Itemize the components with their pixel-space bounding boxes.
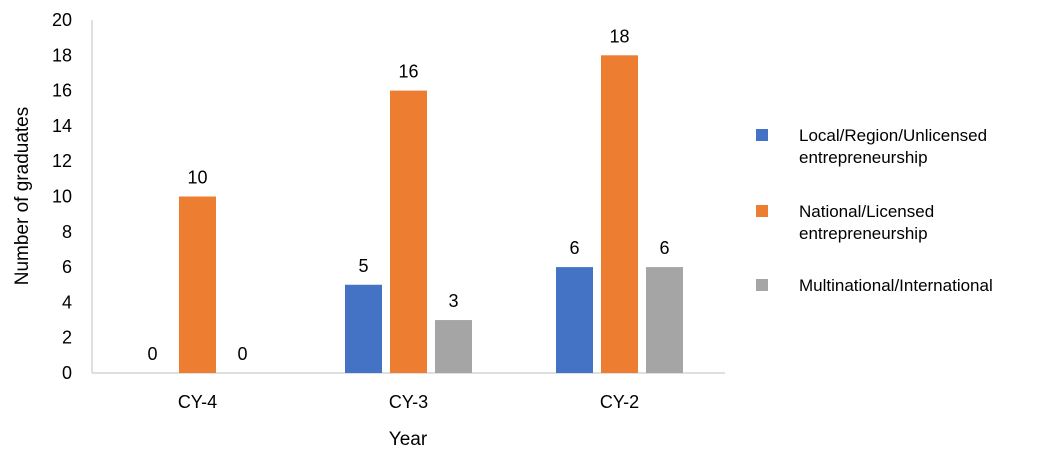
y-tick-label: 20 [52,10,72,30]
legend: Local/Region/Unlicensed entrepreneurship N… [756,126,993,295]
legend-label: National/Licensed [799,202,934,221]
bar [179,196,216,373]
bar [556,267,593,373]
data-label: 18 [609,26,629,46]
legend-swatch [756,279,768,291]
y-tick-label: 14 [52,116,72,136]
bar [435,320,472,373]
y-tick-label: 6 [62,257,72,277]
bar [345,284,382,373]
bar [646,267,683,373]
bar [601,55,638,374]
y-tick-label: 2 [62,328,72,348]
y-tick-label: 8 [62,222,72,242]
legend-label: Local/Region/Unlicensed [799,126,987,145]
bar [390,90,427,373]
data-label: 3 [448,291,458,311]
y-tick-label: 4 [62,292,72,312]
data-label: 0 [237,344,247,364]
y-tick-label: 12 [52,151,72,171]
y-tick-label: 10 [52,187,72,207]
legend-swatch [756,129,768,141]
legend-label: entrepreneurship [799,224,928,243]
x-axis-title: Year [389,429,428,450]
y-tick-label: 16 [52,81,72,101]
y-axis-title-group: Number of graduates [12,107,33,286]
legend-label: entrepreneurship [799,148,928,167]
x-tick-label: CY-3 [389,392,428,412]
data-label: 16 [398,62,418,82]
x-tick-label: CY-4 [178,392,217,412]
legend-swatch [756,205,768,217]
data-label: 0 [147,344,157,364]
legend-label: Multinational/International [799,276,993,295]
plot-area: 0 2 4 6 8 10 12 14 16 18 20 0 10 0 CY-4 5 16 3 CY-3 6 18 6 CY-… [52,10,725,412]
data-label: 5 [358,256,368,276]
data-label: 6 [659,238,669,258]
y-axis-title: Number of graduates [12,107,33,286]
y-tick-label: 18 [52,45,72,65]
data-label: 6 [569,238,579,258]
data-label: 10 [187,168,207,188]
y-tick-label: 0 [62,363,72,383]
x-tick-label: CY-2 [600,392,639,412]
